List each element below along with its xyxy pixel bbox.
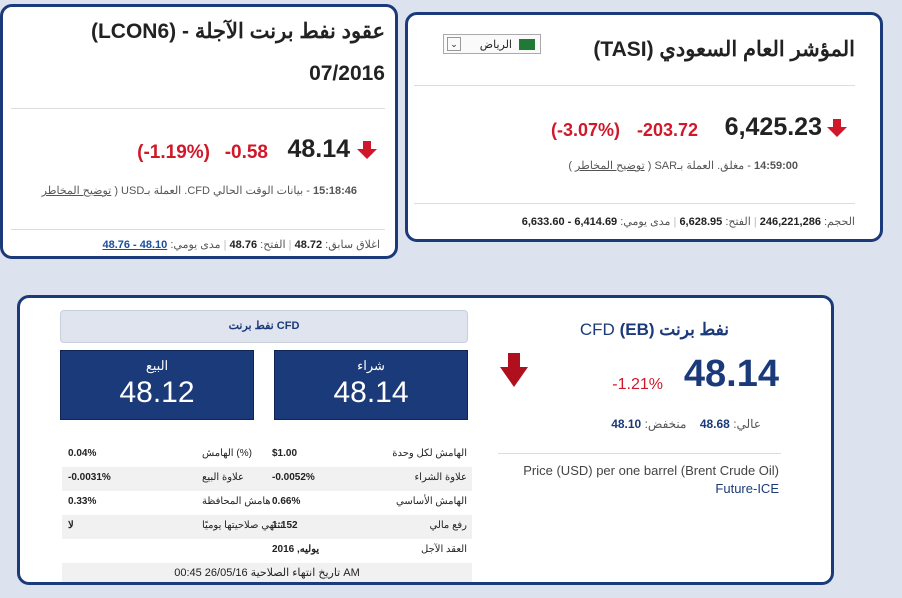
open-label: الفتح: xyxy=(725,216,751,228)
chevron-down-icon: ⌄ xyxy=(447,37,461,51)
status-line: 15:18:46 - بيانات الوقت الحالي CFD. العم… xyxy=(42,184,357,197)
trade-header-text: نفط برنت CFD xyxy=(228,320,300,332)
brent-futures-panel: عقود نفط برنت الآجلة - (LCON6) 07/2016 4… xyxy=(0,4,398,259)
buy-button[interactable]: شراء 48.14 xyxy=(274,350,468,420)
down-arrow-icon xyxy=(357,141,377,164)
stats-row: اغلاق سابق: 48.72 | الفتح: 48.76 | مدى ي… xyxy=(102,239,380,251)
buy-price: 48.14 xyxy=(333,376,409,409)
instrument-cfd: CFD xyxy=(579,320,615,339)
table-row: -0.0031% علاوة البيع -0.0052% علاوة الشر… xyxy=(62,467,472,491)
index-title: المؤشر العام السعودي (TASI) xyxy=(593,38,855,61)
table-row: يوليه, 2016 العقد الآجل xyxy=(62,539,472,563)
sell-button[interactable]: البيع 48.12 xyxy=(60,350,254,420)
row-left-value: 0.04% xyxy=(68,448,97,459)
low-value: 48.10 xyxy=(611,417,642,431)
day-range-label: مدى يومي: xyxy=(170,239,221,251)
instrument-exchange: Future-ICE xyxy=(715,481,779,496)
index-price: 6,425.23 xyxy=(724,113,822,141)
day-range-value[interactable]: 48.10 - 48.76 xyxy=(102,239,168,251)
instrument-description: Price (USD) per one barrel (Brent Crude … xyxy=(523,463,779,478)
risk-disclosure-link[interactable]: توضيح المخاطر xyxy=(41,185,112,197)
open-label: الفتح: xyxy=(260,239,286,251)
brent-cfd-panel: نفط برنت (EB) CFD 48.14 -1.21% عالي: 48.… xyxy=(17,295,834,585)
high-value: 48.68 xyxy=(699,417,730,431)
index-change-pct: (-3.07%) xyxy=(550,120,620,140)
price-change: -0.58 xyxy=(224,142,268,163)
expiry-date: 00:45 26/05/16 تاريخ انتهاء الصلاحية AM xyxy=(174,567,360,579)
row-left-value: -0.0031% xyxy=(68,472,111,483)
status-line: 14:59:00 - مغلق. العملة بـSAR ( توضيح ال… xyxy=(568,159,798,172)
row-left-label: الهامش (%) xyxy=(202,448,252,459)
sell-label: البيع xyxy=(145,358,169,373)
row-left-value: 0.33% xyxy=(68,496,97,507)
tasi-panel: المؤشر العام السعودي (TASI) ⌄ الرياض 6,4… xyxy=(405,12,883,242)
city-select[interactable]: ⌄ الرياض xyxy=(443,34,541,54)
day-range-value: 6,414.69 - 6,633.60 xyxy=(521,216,618,228)
row-right-value: $1.00 xyxy=(272,448,298,459)
stats-row: الحجم: 246,221,286 | الفتح: 6,628.95 | م… xyxy=(521,216,855,228)
risk-disclosure-link[interactable]: توضيح المخاطر xyxy=(575,160,645,172)
last-price: 48.14 xyxy=(287,135,350,163)
row-left-value: لا xyxy=(68,520,74,531)
instrument-name: نفط برنت xyxy=(659,320,729,339)
row-right-value: -0.0052% xyxy=(272,472,315,483)
sell-price: 48.12 xyxy=(119,376,195,409)
high-low-row: عالي: 48.68 منخفض: 48.10 xyxy=(611,417,761,431)
row-left-label: علاوة البيع xyxy=(202,472,244,483)
trade-header: نفط برنت CFD xyxy=(60,310,468,343)
down-arrow-icon xyxy=(827,119,847,142)
row-right-value: يوليه, 2016 xyxy=(272,544,320,555)
last-price: 48.14 xyxy=(683,353,779,395)
saudi-flag-icon xyxy=(519,39,535,50)
row-left-label: تنتهي صلاحيتها يوميًا xyxy=(202,520,284,531)
city-select-value: الرياض xyxy=(479,39,512,51)
close-paren: ) xyxy=(568,160,572,172)
down-arrow-icon xyxy=(500,353,528,392)
row-right-label: العقد الآجل xyxy=(421,544,467,555)
instrument-title: نفط برنت (EB) CFD xyxy=(580,320,729,340)
low-label: منخفض: xyxy=(644,417,687,431)
table-row: 0.33% هامش المحافظة 0.66% الهامش الأساسي xyxy=(62,491,472,515)
high-label: عالي: xyxy=(733,417,761,431)
row-right-value: 0.66% xyxy=(272,496,301,507)
day-range-label: مدى يومي: xyxy=(620,216,671,228)
table-row: لا تنتهي صلاحيتها يوميًا 1:152 رفع مالي xyxy=(62,515,472,539)
status-text: - مغلق. العملة بـSAR ( xyxy=(647,160,751,172)
buy-label: شراء xyxy=(357,358,385,373)
page-title: عقود نفط برنت الآجلة - (LCON6) xyxy=(90,20,385,43)
price-change-pct: (-1.19%) xyxy=(137,142,210,163)
row-right-label: رفع مالي xyxy=(429,520,468,531)
price-change-pct: -1.21% xyxy=(612,376,663,393)
row-right-label: الهامش الأساسي xyxy=(396,496,467,507)
open-value: 48.76 xyxy=(229,239,258,251)
row-right-label: علاوة الشراء xyxy=(414,472,467,483)
volume-label: الحجم: xyxy=(824,216,855,228)
expiry-row: 00:45 26/05/16 تاريخ انتهاء الصلاحية AM xyxy=(62,563,472,582)
prev-close-label: اغلاق سابق: xyxy=(325,239,380,251)
row-left-label: هامش المحافظة xyxy=(202,496,271,507)
index-change: -203.72 xyxy=(636,120,698,140)
row-right-label: الهامش لكل وحدة xyxy=(392,448,467,459)
instrument-code: (EB) xyxy=(619,320,655,339)
contract-date: 07/2016 xyxy=(309,62,385,85)
status-time: 15:18:46 xyxy=(312,185,357,197)
volume-value: 246,221,286 xyxy=(759,216,821,228)
prev-close-value: 48.72 xyxy=(294,239,323,251)
table-row: 0.04% الهامش (%) $1.00 الهامش لكل وحدة xyxy=(62,443,472,467)
status-text: - بيانات الوقت الحالي CFD. العملة بـUSD … xyxy=(114,185,310,197)
open-value: 6,628.95 xyxy=(679,216,723,228)
row-right-value: 1:152 xyxy=(272,520,298,531)
status-time: 14:59:00 xyxy=(753,160,798,172)
